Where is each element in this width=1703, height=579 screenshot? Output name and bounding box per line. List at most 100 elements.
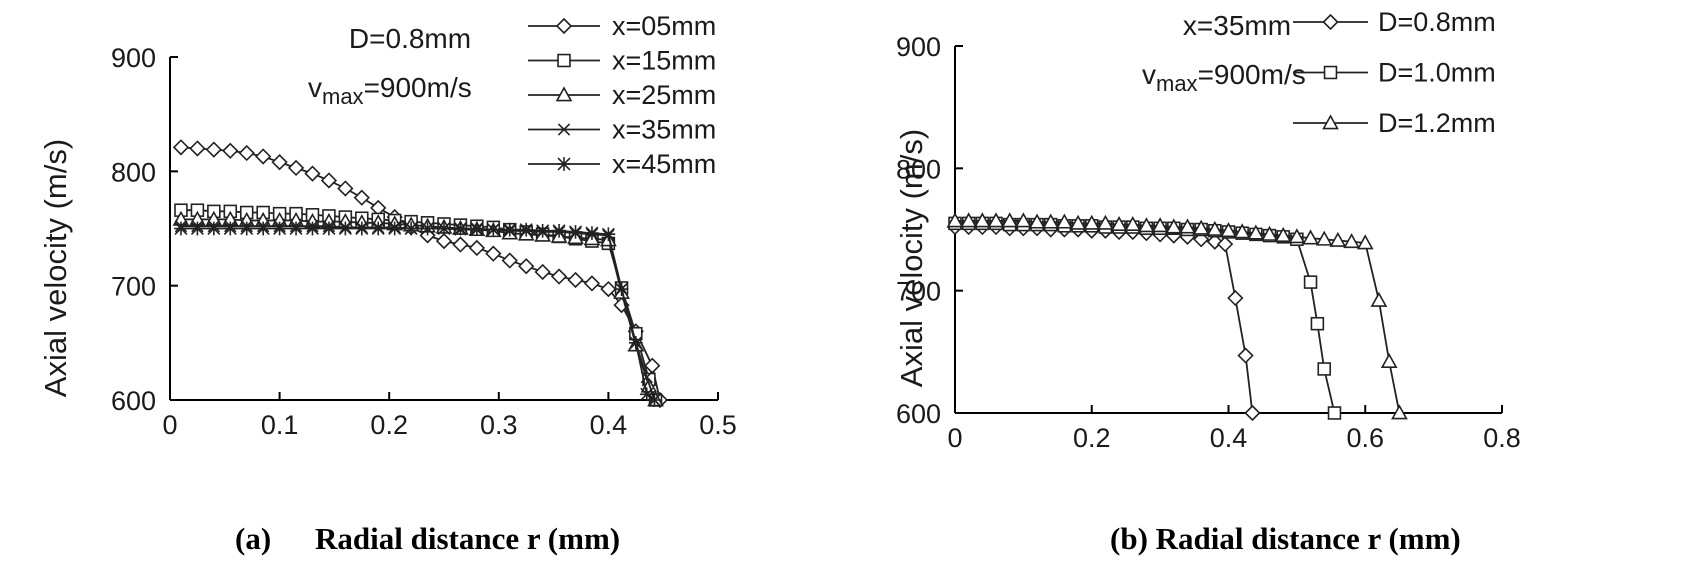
data-point-d-1-2mm (1151, 217, 1169, 233)
data-point-x-45mm (568, 225, 583, 239)
x-tick-label: 0.3 (480, 410, 518, 440)
data-point-d-1-2mm (946, 212, 964, 228)
vmax-sub-a: max (322, 84, 364, 109)
data-point-d-1-2mm (1233, 223, 1251, 239)
series-line-x-05mm (180, 146, 661, 401)
legend-label-d-0-8mm: D=0.8mm (1378, 7, 1496, 37)
y-tick-label: 800 (111, 157, 156, 187)
caption-label-a: (a) (235, 521, 271, 556)
data-point-d-1-2mm (1138, 217, 1155, 233)
legend-marker-d-1-2mm (1322, 114, 1339, 130)
data-point-x-05mm (435, 232, 453, 250)
y-axis-label-b: Axial velocity (m/s) (894, 129, 929, 387)
x-tick-label: 0.2 (1073, 423, 1111, 453)
data-point-x-45mm (486, 222, 501, 237)
x-tick-label: 0.4 (1210, 423, 1248, 453)
data-point-d-0-8mm (1237, 347, 1254, 364)
data-point-d-1-2mm (1391, 404, 1408, 420)
y-axis-label-a: Axial velocity (m/s) (38, 139, 73, 397)
data-point-x-45mm (647, 393, 662, 407)
data-point-d-1-0mm (1327, 406, 1342, 420)
legend-label-x-35mm: x=35mm (612, 115, 716, 145)
data-point-d-1-2mm (1042, 213, 1060, 229)
data-point-x-05mm (172, 139, 190, 156)
legend-label-x-05mm: x=05mm (612, 11, 716, 41)
y-tick-label: 900 (111, 43, 156, 73)
x-tick-label: 0.5 (699, 410, 737, 440)
annotation-vmax-a: vmax=900m/s (308, 72, 472, 109)
data-point-d-1-2mm (1356, 234, 1374, 250)
data-point-d-1-2mm (1028, 213, 1046, 229)
legend-marker-x-15mm (557, 53, 571, 68)
data-point-x-45mm (338, 221, 353, 236)
data-point-d-1-2mm (1343, 233, 1360, 249)
data-point-x-45mm (453, 221, 468, 236)
annotation-position-b: x=35mm (1183, 10, 1291, 41)
data-point-d-1-2mm (960, 212, 978, 228)
caption-a: Radial distance r (mm) (315, 521, 620, 556)
axes-a (169, 57, 718, 401)
y-tick-label: 700 (896, 277, 941, 307)
data-point-x-45mm (322, 221, 336, 236)
legend-b: D=0.8mm D=1.0mm D=1.2mm (1293, 7, 1496, 138)
data-point-d-1-2mm (1069, 214, 1087, 230)
legend-marker-x-25mm (555, 86, 573, 102)
data-point-x-05mm (337, 180, 354, 197)
vmax-suffix-b: =900m/s (1198, 59, 1306, 90)
x-tick-label: 0.4 (590, 410, 628, 440)
data-point-x-45mm (223, 221, 238, 236)
data-point-x-05mm (600, 280, 617, 298)
data-point-d-1-2mm (1192, 219, 1210, 235)
data-point-x-45mm (639, 387, 654, 402)
data-point-x-05mm (222, 142, 239, 159)
data-point-d-1-2mm (1206, 220, 1224, 236)
data-point-x-45mm (437, 221, 451, 236)
chart-panel-b: 0 0.2 0.4 0.6 0.8 600 700 800 900 Axial velocity… (894, 7, 1521, 556)
legend-a: x=05mm x=15mm x=25mm x=35mm x=45mm (528, 11, 716, 179)
data-point-d-1-2mm (1247, 224, 1265, 240)
data-point-x-05mm (518, 258, 535, 275)
data-point-x-05mm (304, 165, 321, 182)
data-point-d-1-2mm (987, 212, 1005, 228)
data-point-d-1-2mm (973, 212, 991, 228)
x-tick-label: 0 (947, 423, 962, 453)
series-line-d-1-0mm (955, 222, 1336, 414)
caption-b: (b) Radial distance r (mm) (1110, 521, 1461, 556)
legend-marker-d-0-8mm (1322, 13, 1339, 31)
data-point-d-1-2mm (1110, 215, 1128, 232)
legend-label-d-1-2mm: D=1.2mm (1378, 108, 1496, 138)
data-point-d-1-2mm (1097, 214, 1114, 230)
data-point-x-45mm (552, 223, 566, 238)
data-point-x-45mm (371, 221, 386, 236)
data-point-d-1-2mm (1083, 214, 1101, 230)
data-point-x-45mm (387, 221, 402, 236)
legend-marker-d-1-0mm (1323, 65, 1338, 80)
series-line-x-35mm (181, 225, 656, 401)
annotation-diameter-a: D=0.8mm (349, 23, 471, 54)
data-point-x-05mm (452, 236, 469, 253)
data-point-x-45mm (256, 221, 271, 236)
data-point-x-05mm (583, 275, 601, 292)
data-point-d-1-2mm (1302, 229, 1319, 245)
data-point-x-05mm (550, 268, 568, 285)
series-line-d-1-2mm (955, 219, 1401, 414)
data-point-d-1-2mm (1165, 218, 1183, 234)
data-point-x-05mm (534, 263, 551, 281)
data-point-d-1-2mm (1315, 230, 1333, 246)
data-point-x-05mm (287, 159, 305, 177)
data-point-d-0-8mm (1227, 289, 1244, 307)
data-point-d-1-2mm (1001, 212, 1019, 228)
series-line-x-25mm (181, 218, 657, 401)
data-point-d-1-2mm (1124, 215, 1142, 232)
data-point-x-45mm (470, 221, 484, 236)
data-point-d-1-0mm (1317, 362, 1331, 376)
y-tick-label: 600 (111, 386, 156, 416)
data-point-x-05mm (485, 245, 502, 262)
data-point-d-1-2mm (1261, 225, 1278, 241)
vmax-prefix-a: v (308, 72, 322, 103)
y-tick-label: 900 (896, 32, 941, 62)
x-tick-label: 0 (162, 410, 177, 440)
data-point-d-1-2mm (1370, 291, 1388, 307)
legend-label-x-25mm: x=25mm (612, 80, 716, 110)
